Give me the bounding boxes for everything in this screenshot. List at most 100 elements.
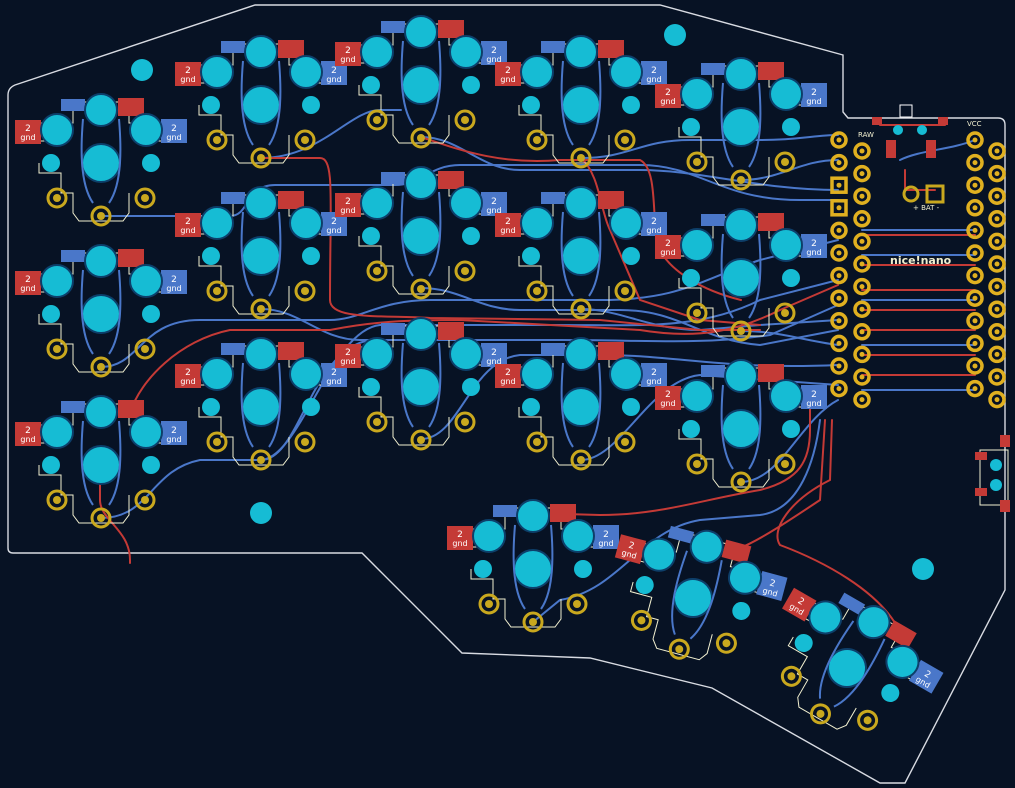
mcu-pin-drill bbox=[994, 216, 1000, 222]
mcu-pin bbox=[988, 368, 1006, 386]
switch-footprint-graphic bbox=[653, 358, 829, 493]
key-switch-k-t0[interactable] bbox=[445, 498, 621, 633]
mcu-pin-drill bbox=[859, 171, 865, 177]
switch-footprint-graphic bbox=[173, 34, 349, 169]
mcu-pin-drill bbox=[994, 351, 1000, 357]
mcu-pin bbox=[830, 379, 848, 398]
key-switch-k-c4-r2[interactable] bbox=[653, 358, 829, 493]
mcu-title-label: nice!nano bbox=[890, 254, 952, 267]
mcu-pin bbox=[830, 176, 848, 194]
mcu-pin-drill bbox=[859, 329, 865, 335]
mcu-pin-drill bbox=[836, 273, 842, 279]
mcu-pin-drill bbox=[972, 182, 978, 188]
mcu-pin-drill bbox=[994, 193, 1000, 199]
mcu-pin bbox=[853, 187, 871, 205]
mcu-pin-drill bbox=[836, 340, 842, 346]
mcu-pin-drill bbox=[994, 284, 1000, 290]
mcu-pin bbox=[853, 323, 871, 341]
mcu-pin bbox=[853, 142, 871, 160]
switch-footprint-graphic bbox=[13, 243, 189, 378]
front-trace bbox=[564, 399, 811, 517]
mcu-pin bbox=[966, 334, 984, 353]
mcu-pin bbox=[853, 390, 871, 409]
switch-footprint-graphic bbox=[13, 92, 189, 227]
mcu-pin bbox=[966, 289, 984, 307]
mcu-pin-drill bbox=[859, 374, 865, 380]
power-switch-footprint[interactable] bbox=[975, 435, 1010, 512]
mcu-pin bbox=[988, 255, 1006, 273]
mcu-raw-label: RAW bbox=[858, 131, 874, 139]
key-switch-k-c3-r2[interactable] bbox=[493, 336, 669, 471]
mcu-vcc-label: VCC bbox=[967, 120, 982, 128]
mcu-pin bbox=[853, 345, 871, 364]
mcu-footprint[interactable]: RAW VCC nice!nano + BAT - bbox=[826, 104, 1011, 416]
mcu-pin-drill bbox=[972, 340, 978, 346]
back-trace bbox=[580, 373, 839, 461]
mcu-pin bbox=[988, 187, 1006, 205]
mcu-pin-array bbox=[830, 131, 1006, 409]
switch-footprint-graphic bbox=[333, 14, 509, 149]
back-trace bbox=[260, 109, 402, 159]
mounting-hole bbox=[250, 502, 272, 524]
mcu-pin-drill bbox=[972, 273, 978, 279]
back-trace bbox=[740, 330, 839, 346]
mcu-pin bbox=[988, 142, 1006, 160]
mcu-pin bbox=[966, 221, 984, 240]
mcu-pin bbox=[853, 277, 871, 296]
mcu-pin bbox=[853, 232, 871, 251]
key-switch-k-c2-r1[interactable] bbox=[333, 165, 509, 300]
mcu-pin-drill bbox=[972, 386, 978, 392]
front-trace bbox=[776, 419, 901, 633]
board-edge-cuts bbox=[7, 4, 1006, 784]
key-switch-k-c2-r0[interactable] bbox=[333, 14, 509, 149]
mcu-pin-drill bbox=[859, 284, 865, 290]
mcu-pin bbox=[988, 164, 1006, 183]
mcu-pin bbox=[988, 277, 1006, 296]
mcu-pin-drill bbox=[859, 261, 865, 267]
key-switch-k-c0-r1[interactable] bbox=[13, 243, 189, 378]
mcu-pin bbox=[853, 368, 871, 386]
mcu-pin bbox=[966, 199, 984, 217]
key-switch-k-c1-r1[interactable] bbox=[173, 185, 349, 320]
key-switch-k-c4-r0[interactable] bbox=[653, 56, 829, 191]
mcu-pin bbox=[853, 164, 871, 183]
mounting-holes bbox=[131, 24, 934, 580]
mcu-pin bbox=[988, 390, 1006, 409]
mcu-pin-drill bbox=[994, 306, 1000, 312]
mcu-pin-drill bbox=[994, 171, 1000, 177]
mcu-pin-drill bbox=[859, 193, 865, 199]
mcu-pin bbox=[830, 289, 848, 307]
mcu-pin-drill bbox=[972, 227, 978, 233]
mcu-pin bbox=[966, 266, 984, 285]
mcu-pin-drill bbox=[994, 329, 1000, 335]
front-trace bbox=[260, 157, 761, 331]
mcu-pin-drill bbox=[972, 318, 978, 324]
key-switch-k-c1-r0[interactable] bbox=[173, 34, 349, 169]
mcu-pin bbox=[830, 244, 848, 262]
mcu-pin bbox=[853, 300, 871, 318]
mcu-pin bbox=[853, 210, 871, 228]
key-switch-k-c0-r0[interactable] bbox=[13, 92, 189, 227]
mcu-pin bbox=[830, 266, 848, 285]
switch-footprint-graphic bbox=[493, 336, 669, 471]
mcu-pin bbox=[966, 176, 984, 194]
mcu-pin-drill bbox=[994, 148, 1000, 154]
mcu-pin bbox=[966, 357, 984, 375]
mcu-pin-drill bbox=[836, 182, 842, 188]
mcu-pin bbox=[966, 379, 984, 398]
back-trace bbox=[580, 134, 839, 159]
mounting-hole bbox=[131, 59, 153, 81]
mcu-pin-drill bbox=[859, 148, 865, 154]
back-trace bbox=[580, 308, 839, 332]
mcu-pin-drill bbox=[972, 295, 978, 301]
mcu-pin-drill bbox=[994, 397, 1000, 403]
key-switch-k-c1-r2[interactable] bbox=[173, 336, 349, 471]
mcu-pin-drill bbox=[836, 318, 842, 324]
mcu-pin-drill bbox=[859, 216, 865, 222]
switch-footprint-graphic bbox=[653, 56, 829, 191]
key-switch-k-c2-r2[interactable] bbox=[333, 316, 509, 451]
mcu-pin-drill bbox=[836, 295, 842, 301]
mcu-pin-drill bbox=[836, 363, 842, 369]
mcu-pin bbox=[830, 334, 848, 353]
